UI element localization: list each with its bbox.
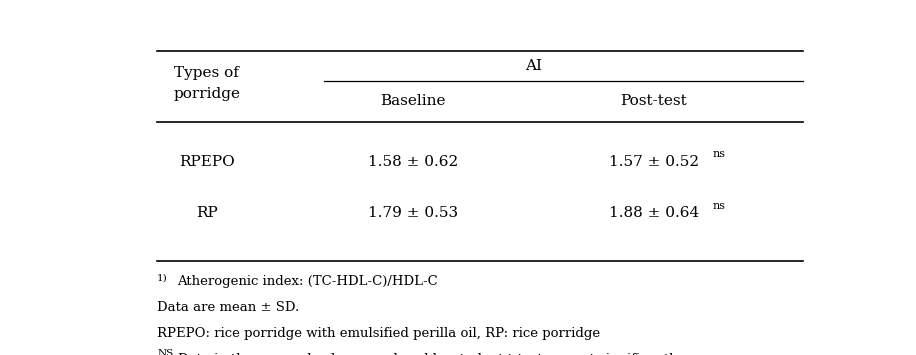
Text: ns: ns [713, 201, 725, 211]
Text: 1.57 ± 0.52: 1.57 ± 0.52 [609, 154, 699, 169]
Text: ns: ns [713, 149, 725, 159]
Text: Atherogenic index: (TC-HDL-C)/HDL-C: Atherogenic index: (TC-HDL-C)/HDL-C [177, 275, 438, 288]
Text: NS: NS [158, 349, 173, 355]
Text: 1): 1) [158, 274, 168, 283]
Text: Post-test: Post-test [621, 94, 687, 108]
Text: 1.79 ± 0.53: 1.79 ± 0.53 [367, 207, 458, 220]
Text: 1.58 ± 0.62: 1.58 ± 0.62 [367, 154, 458, 169]
Text: RP: RP [196, 207, 218, 220]
Text: RPEPO: rice porridge with emulsified perilla oil, RP: rice porridge: RPEPO: rice porridge with emulsified per… [158, 327, 600, 340]
Text: 1.88 ± 0.64: 1.88 ± 0.64 [609, 207, 699, 220]
Text: Data in the row and column analyzed by student t-test are not significantly
    : Data in the row and column analyzed by s… [179, 353, 682, 355]
Text: AI: AI [525, 59, 542, 73]
Text: Data are mean ± SD.: Data are mean ± SD. [158, 301, 300, 314]
Text: Baseline: Baseline [380, 94, 445, 108]
Text: RPEPO: RPEPO [179, 154, 234, 169]
Text: Types of
porridge: Types of porridge [173, 66, 240, 101]
